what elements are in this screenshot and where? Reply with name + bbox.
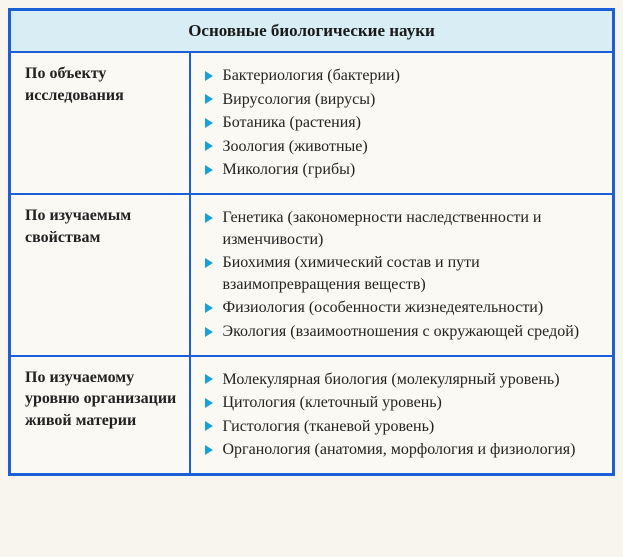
- list-item: Молекулярная биология (молекуляр­ный уро…: [205, 369, 601, 391]
- item-text: Физиология (особенности жизнедея­тельнос…: [223, 299, 544, 316]
- list-item: Физиология (особенности жизнедея­тельнос…: [205, 297, 601, 319]
- list-item: Ботаника (растения): [205, 112, 601, 134]
- table-row: По объекту исследова­ния Бактериология (…: [10, 52, 614, 194]
- triangle-icon: [205, 327, 213, 337]
- triangle-icon: [205, 421, 213, 431]
- list-item: Генетика (закономерности наслед­ственнос…: [205, 207, 601, 250]
- item-text: Биохимия (химический состав и пути взаим…: [223, 254, 480, 293]
- item-text: Органология (анатомия, морфология и физи…: [223, 441, 576, 458]
- item-text: Микология (грибы): [223, 161, 356, 178]
- triangle-icon: [205, 118, 213, 128]
- list-item: Гистология (тканевой уровень): [205, 416, 601, 438]
- item-text: Гистология (тканевой уровень): [223, 418, 435, 435]
- list-item: Цитология (клеточный уровень): [205, 392, 601, 414]
- item-text: Ботаника (растения): [223, 114, 361, 131]
- list-item: Экология (взаимоотношения с окружа­ющей …: [205, 321, 601, 343]
- items-cell: Генетика (закономерности наслед­ственнос…: [190, 194, 614, 356]
- sciences-table: Основные биологические науки По объекту …: [8, 8, 615, 476]
- triangle-icon: [205, 141, 213, 151]
- item-text: Вирусология (вирусы): [223, 91, 376, 108]
- list-item: Вирусология (вирусы): [205, 89, 601, 111]
- triangle-icon: [205, 398, 213, 408]
- items-cell: Бактериология (бактерии) Вирусология (ви…: [190, 52, 614, 194]
- category-cell: По изучаемым свойствам: [10, 194, 190, 356]
- item-text: Цитология (клеточный уровень): [223, 394, 442, 411]
- list-item: Биохимия (химический состав и пути взаим…: [205, 252, 601, 295]
- list-item: Бактериология (бактерии): [205, 65, 601, 87]
- item-text: Зоология (животные): [223, 138, 368, 155]
- table-title: Основные биологические науки: [10, 10, 614, 53]
- items-list: Генетика (закономерности наслед­ственнос…: [205, 207, 601, 343]
- table-row: По изучаемым свойствам Генетика (законом…: [10, 194, 614, 356]
- item-text: Экология (взаимоотношения с окружа­ющей …: [223, 323, 580, 340]
- list-item: Органология (анатомия, морфология и физи…: [205, 439, 601, 461]
- triangle-icon: [205, 303, 213, 313]
- triangle-icon: [205, 445, 213, 455]
- item-text: Генетика (закономерности наслед­ственнос…: [223, 209, 542, 248]
- list-item: Микология (грибы): [205, 159, 601, 181]
- triangle-icon: [205, 213, 213, 223]
- items-cell: Молекулярная биология (молекуляр­ный уро…: [190, 356, 614, 475]
- category-cell: По изучаемо­му уровню организации живой …: [10, 356, 190, 475]
- list-item: Зоология (животные): [205, 136, 601, 158]
- table-row: По изучаемо­му уровню организации живой …: [10, 356, 614, 475]
- item-text: Молекулярная биология (молекуляр­ный уро…: [223, 371, 560, 388]
- triangle-icon: [205, 258, 213, 268]
- triangle-icon: [205, 165, 213, 175]
- triangle-icon: [205, 94, 213, 104]
- category-cell: По объекту исследова­ния: [10, 52, 190, 194]
- items-list: Бактериология (бактерии) Вирусология (ви…: [205, 65, 601, 181]
- triangle-icon: [205, 374, 213, 384]
- items-list: Молекулярная биология (молекуляр­ный уро…: [205, 369, 601, 461]
- item-text: Бактериология (бактерии): [223, 67, 400, 84]
- triangle-icon: [205, 71, 213, 81]
